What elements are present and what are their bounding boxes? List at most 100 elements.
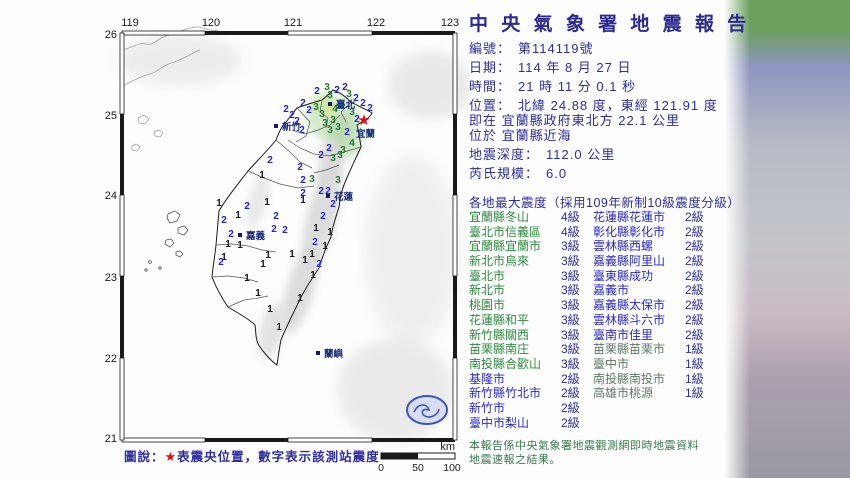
station-level: 3級 xyxy=(561,327,580,342)
station-row: 桃園市 3級 xyxy=(469,298,592,313)
field-value: 114 年 8 月 27 日 xyxy=(518,60,632,75)
map-intensity-number: 2 xyxy=(294,116,300,127)
station-row: 新竹縣竹北市 2級 xyxy=(469,386,592,401)
station-level: 2級 xyxy=(561,386,580,401)
city-label: 蘭嶼 xyxy=(324,348,344,360)
field-row: 芮氏規模： 6.0 xyxy=(469,166,749,185)
lat-tick: 23 xyxy=(105,272,117,284)
lat-tick: 26 xyxy=(105,29,117,41)
station-level: 1級 xyxy=(685,356,704,371)
scale-100: 100 xyxy=(443,462,461,474)
field-label: 地震深度： xyxy=(469,147,540,162)
station-name: 高雄市桃源 xyxy=(593,386,654,401)
field-label: 編號： xyxy=(469,41,512,56)
station-name: 臺北市信義區 xyxy=(469,224,542,239)
map-intensity-number: 1 xyxy=(327,227,333,238)
map-intensity-number: 2 xyxy=(342,82,348,93)
field-label: 芮氏規模： xyxy=(469,166,540,181)
map-intensity-number: 1 xyxy=(221,252,227,263)
station-level: 2級 xyxy=(685,283,704,298)
map-intensity-number: 1 xyxy=(276,322,282,333)
station-name: 臺北市 xyxy=(469,268,506,283)
map-intensity-number: 2 xyxy=(289,110,295,121)
field-value: 北緯 24.88 度，東經 121.91 度 xyxy=(518,98,718,113)
lon-tick: 123 xyxy=(441,17,459,29)
map-intensity-number: 1 xyxy=(216,198,222,209)
station-name: 桃園市 xyxy=(469,298,506,313)
map-intensity-number: 3 xyxy=(327,125,333,136)
axis-labels: 119 120 121 122 123 26 25 24 23 22 21 xyxy=(105,17,459,445)
station-row: 苗栗縣南庄 3級 xyxy=(469,342,592,357)
city-label: 嘉義 xyxy=(245,230,266,242)
station-level: 2級 xyxy=(685,268,704,283)
map-intensity-number: 2 xyxy=(320,211,326,222)
epicenter-star: ★ xyxy=(357,112,370,129)
map-intensity-number: 1 xyxy=(267,304,273,315)
station-name: 新北市烏來 xyxy=(469,254,530,269)
map-intensity-number: 3 xyxy=(322,118,328,129)
station-level: 3級 xyxy=(561,356,580,371)
map-intensity-number: 1 xyxy=(313,223,319,234)
city-label: 花蓮 xyxy=(334,191,354,203)
station-row: 臺東縣成功 2級 xyxy=(593,269,716,284)
field-value: 6.0 xyxy=(546,166,568,181)
station-name: 彰化縣彰化市 xyxy=(593,224,666,239)
station-level: 4級 xyxy=(561,224,580,239)
field-row: 日期： 114 年 8 月 27 日 xyxy=(469,60,749,79)
epicenter-star-glyph: ★ xyxy=(164,449,178,464)
station-row: 宜蘭縣宜蘭市 3級 xyxy=(469,239,592,254)
map-intensity-number: 1 xyxy=(265,250,271,261)
lon-tick: 120 xyxy=(202,17,220,29)
station-name: 嘉義市 xyxy=(593,283,630,298)
city-marker xyxy=(328,102,332,106)
field-label: 日期： xyxy=(469,60,512,75)
city-marker xyxy=(316,351,320,355)
map-intensity-number: 2 xyxy=(353,93,359,104)
station-name: 南投縣南投市 xyxy=(593,371,666,386)
station-column-left: 宜蘭縣冬山 4級 臺北市信義區 4級 宜蘭縣宜蘭市 3級 新北市烏來 3級 臺北市 3級 新北市 3級… xyxy=(469,210,592,430)
station-row: 臺中市 1級 xyxy=(593,357,716,372)
station-name: 新竹市 xyxy=(469,400,506,415)
map-intensity-number: 2 xyxy=(360,98,366,109)
station-name: 南投縣合歡山 xyxy=(469,356,542,371)
map-intensity-number: 2 xyxy=(300,98,306,109)
field-value: 21 時 11 分 0.1 秒 xyxy=(518,79,637,94)
map-intensity-number: 2 xyxy=(326,143,332,154)
station-name: 花蓮縣和平 xyxy=(469,312,530,327)
station-row: 南投縣南投市 1級 xyxy=(593,372,716,387)
map-intensity-number: 3 xyxy=(349,107,355,118)
china-coastline xyxy=(121,26,219,152)
map-intensity-number: 1 xyxy=(259,170,265,181)
station-level: 2級 xyxy=(685,298,704,313)
map-intensity-number: 1 xyxy=(260,259,266,270)
map-intensity-number: 2 xyxy=(318,186,324,197)
map-intensity-number: 2 xyxy=(354,114,360,125)
map-intensity-number: 3 xyxy=(330,115,336,126)
legend-text: 表震央位置，數字表示該測站震度 xyxy=(177,450,380,464)
station-name: 嘉義縣阿里山 xyxy=(593,254,666,269)
field-row: 位於 宜蘭縣近海 xyxy=(469,128,749,147)
station-name: 雲林縣西螺 xyxy=(593,239,654,254)
station-row: 新竹市 2級 xyxy=(469,401,592,416)
map-intensity-number: 1 xyxy=(302,255,308,266)
county-boundaries xyxy=(211,99,362,308)
map-intensity-number: 1 xyxy=(235,210,241,221)
station-intensity-list: 宜蘭縣冬山 4級 臺北市信義區 4級 宜蘭縣宜蘭市 3級 新北市烏來 3級 臺北市 3級 新北市 3級… xyxy=(469,210,716,430)
studio-background xyxy=(724,0,850,478)
field-row: 位置： 北緯 24.88 度，東經 121.91 度 xyxy=(469,98,749,113)
map-intensity-number: 2 xyxy=(318,150,324,161)
map-intensity-number: 2 xyxy=(297,162,303,173)
station-level: 2級 xyxy=(685,239,704,254)
station-row: 高雄市桃源 1級 xyxy=(593,386,716,401)
station-row: 雲林縣西螺 2級 xyxy=(593,239,716,254)
station-row: 宜蘭縣冬山 4級 xyxy=(469,210,592,225)
map-intensity-number: 3 xyxy=(324,82,330,93)
station-row: 花蓮縣花蓮市 2級 xyxy=(593,210,716,225)
station-level: 2級 xyxy=(685,312,704,327)
station-name: 苗栗縣苗栗市 xyxy=(593,342,666,357)
station-level: 2級 xyxy=(561,415,580,430)
map-intensity-number: 2 xyxy=(325,186,331,197)
station-row: 臺北市信義區 4級 xyxy=(469,225,592,240)
